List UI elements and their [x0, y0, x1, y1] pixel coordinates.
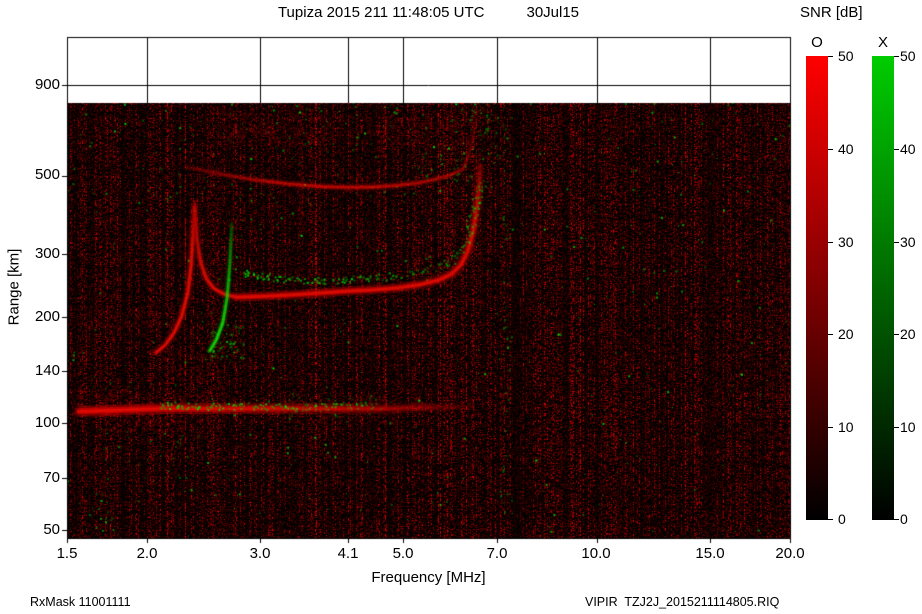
- colorbar-title: SNR [dB]: [800, 4, 915, 21]
- x-cbar-tick: [894, 149, 899, 150]
- ionogram-plot-canvas: [0, 0, 922, 614]
- x-cbar-tick-10: 10: [900, 418, 922, 436]
- o-cbar-tick: [828, 242, 833, 243]
- x-cbar-tick: [894, 56, 899, 57]
- y-tick-200: 200: [22, 308, 60, 326]
- o-cbar-tick-40: 40: [838, 140, 864, 158]
- x-tick-7-0: 7.0: [475, 545, 519, 563]
- y-tick-300: 300: [22, 245, 60, 263]
- station-time-title: Tupiza 2015 211 11:48:05 UTC: [278, 4, 485, 21]
- x-cbar-tick-30: 30: [900, 233, 922, 251]
- o-mode-label: O: [806, 34, 828, 51]
- x-cbar-tick-20: 20: [900, 325, 922, 343]
- ionogram-figure: Tupiza 2015 211 11:48:05 UTC 30Jul15 SNR…: [0, 0, 922, 614]
- x-tick-15-0: 15.0: [688, 545, 732, 563]
- x-cbar-tick-40: 40: [900, 140, 922, 158]
- o-cbar-tick: [828, 56, 833, 57]
- o-cbar-tick-10: 10: [838, 418, 864, 436]
- y-tick-140: 140: [22, 362, 60, 380]
- x-mode-label: X: [872, 34, 894, 51]
- y-tick-900: 900: [22, 76, 60, 94]
- y-tick-500: 500: [22, 166, 60, 184]
- x-axis-title: Frequency [MHz]: [67, 569, 790, 586]
- date-label: 30Jul15: [526, 4, 579, 21]
- o-cbar-tick-30: 30: [838, 233, 864, 251]
- x-cbar-tick: [894, 427, 899, 428]
- o-cbar-tick: [828, 519, 833, 520]
- o-mode-colorbar: [806, 56, 828, 520]
- rxmask-label: RxMask 11001111: [30, 595, 131, 609]
- data-file-label: VIPIR TZJ2J_2015211114805.RIQ: [585, 595, 779, 609]
- x-cbar-tick: [894, 242, 899, 243]
- x-cbar-tick-0: 0: [900, 510, 922, 528]
- x-tick-1-5: 1.5: [45, 545, 89, 563]
- x-tick-4-1: 4.1: [326, 545, 370, 563]
- o-cbar-tick: [828, 334, 833, 335]
- o-cbar-tick: [828, 149, 833, 150]
- y-axis-title: Range [km]: [6, 249, 23, 326]
- x-mode-colorbar: [872, 56, 894, 520]
- x-tick-20-0: 20.0: [768, 545, 812, 563]
- y-tick-70: 70: [22, 469, 60, 487]
- y-tick-100: 100: [22, 414, 60, 432]
- x-cbar-tick-50: 50: [900, 47, 922, 65]
- y-tick-50: 50: [22, 521, 60, 539]
- x-tick-3-0: 3.0: [238, 545, 282, 563]
- x-tick-5-0: 5.0: [381, 545, 425, 563]
- chart-title: Tupiza 2015 211 11:48:05 UTC 30Jul15: [67, 4, 790, 21]
- o-cbar-tick-20: 20: [838, 325, 864, 343]
- x-cbar-tick: [894, 334, 899, 335]
- x-cbar-tick: [894, 519, 899, 520]
- o-cbar-tick-50: 50: [838, 47, 864, 65]
- o-cbar-tick: [828, 427, 833, 428]
- o-cbar-tick-0: 0: [838, 510, 864, 528]
- x-tick-10-0: 10.0: [574, 545, 618, 563]
- x-tick-2-0: 2.0: [125, 545, 169, 563]
